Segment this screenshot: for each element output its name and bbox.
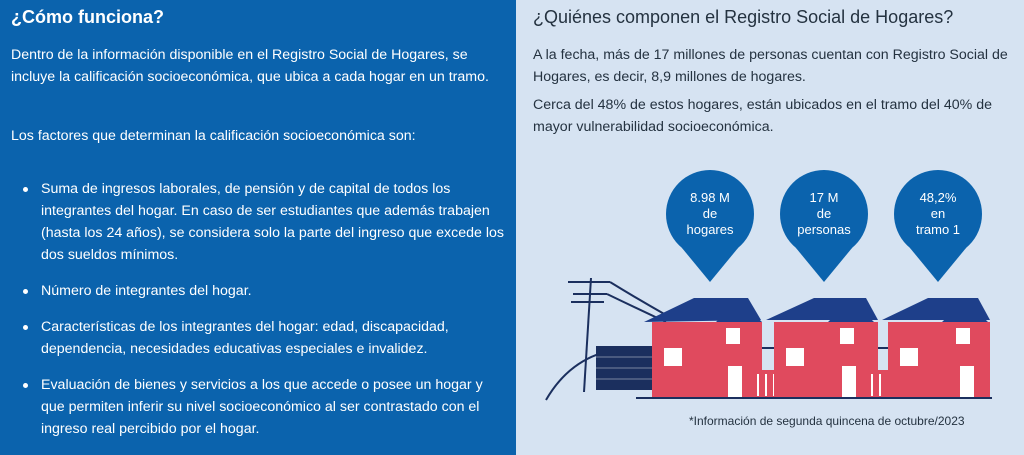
pin-hogares-icon (666, 170, 754, 282)
registry-title: ¿Quiénes componen el Registro Social de … (533, 7, 954, 27)
houses-illustration-svg (545, 170, 992, 401)
pin-tramo-icon (894, 170, 982, 282)
how-it-works-panel: ¿Cómo funciona? Dentro de la información… (0, 0, 516, 455)
registry-paragraph-2: Cerca del 48% de estos hogares, están ub… (533, 97, 993, 135)
intro-paragraph: Dentro de la información disponible en e… (11, 47, 489, 85)
how-it-works-title: ¿Cómo funciona? (11, 7, 164, 27)
registry-paragraph-1: A la fecha, más de 17 millones de person… (533, 47, 1008, 85)
factors-intro: Los factores que determinan la calificac… (11, 128, 416, 144)
bullet-icon (23, 325, 28, 330)
pin-hogares-label: 8.98 M de hogares (686, 190, 734, 237)
pin-personas-label: 17 M de personas (797, 190, 851, 237)
pin-tramo-label: 48,2% en tramo 1 (915, 190, 961, 237)
bullet-icon (23, 383, 28, 388)
list-item: Evaluación de bienes y servicios a los q… (11, 374, 506, 440)
pin-personas-icon (780, 170, 868, 282)
bullet-icon (23, 187, 28, 192)
utility-pole-icon (568, 277, 667, 393)
house-2-icon (766, 298, 878, 398)
fence-icon (866, 370, 888, 398)
bullet-icon (23, 289, 28, 294)
list-item: Número de integrantes del hogar. (11, 280, 506, 302)
house-3-icon (882, 298, 990, 398)
houses-illustration: 8.98 M de hogares 17 M de personas 48,2%… (516, 170, 1024, 410)
house-1-icon (644, 298, 762, 398)
list-item: Suma de ingresos laborales, de pensión y… (11, 178, 506, 266)
list-item: Características de los integrantes del h… (11, 316, 506, 360)
factors-list: Suma de ingresos laborales, de pensión y… (11, 178, 506, 454)
registry-composition-panel: ¿Quiénes componen el Registro Social de … (516, 0, 1024, 455)
footnote: *Información de segunda quincena de octu… (689, 414, 965, 428)
